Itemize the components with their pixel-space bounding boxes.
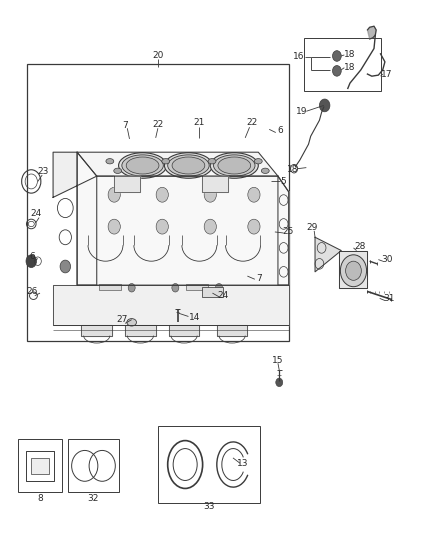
Bar [26, 451, 54, 481]
Text: 18: 18 [344, 63, 356, 72]
Text: 19: 19 [296, 107, 308, 116]
Circle shape [332, 66, 341, 76]
Circle shape [204, 219, 216, 234]
Bar [186, 284, 208, 290]
Polygon shape [367, 26, 376, 39]
Bar [99, 284, 121, 290]
Bar [158, 426, 261, 503]
Circle shape [319, 99, 330, 112]
Bar [18, 439, 62, 492]
Text: 22: 22 [152, 119, 163, 128]
Circle shape [346, 261, 361, 280]
Text: 22: 22 [246, 118, 258, 127]
Polygon shape [53, 152, 97, 285]
Text: 20: 20 [152, 51, 163, 60]
Ellipse shape [218, 157, 251, 174]
Polygon shape [339, 251, 367, 288]
Text: 7: 7 [122, 120, 128, 130]
Ellipse shape [208, 159, 216, 164]
Circle shape [332, 51, 341, 61]
Circle shape [248, 187, 260, 202]
Ellipse shape [114, 168, 122, 173]
Text: 26: 26 [26, 287, 38, 296]
Circle shape [128, 284, 135, 292]
Ellipse shape [214, 155, 255, 176]
Polygon shape [53, 285, 289, 325]
Polygon shape [125, 325, 155, 336]
Polygon shape [77, 152, 289, 285]
Ellipse shape [119, 153, 166, 178]
Text: 6: 6 [277, 126, 283, 135]
Ellipse shape [162, 159, 170, 164]
Text: 13: 13 [237, 459, 249, 467]
Text: 17: 17 [381, 70, 392, 78]
Polygon shape [114, 176, 141, 192]
Circle shape [172, 284, 179, 292]
Text: 24: 24 [30, 209, 41, 218]
Text: 28: 28 [354, 243, 365, 252]
Circle shape [248, 219, 260, 234]
Text: 33: 33 [204, 502, 215, 511]
Ellipse shape [106, 159, 114, 164]
Bar [201, 287, 223, 297]
Bar [304, 38, 381, 91]
Ellipse shape [261, 168, 269, 173]
Text: 15: 15 [272, 356, 284, 365]
Polygon shape [77, 152, 278, 176]
Text: 25: 25 [283, 228, 293, 237]
Text: 7: 7 [256, 273, 262, 282]
Text: 32: 32 [88, 494, 99, 503]
Circle shape [276, 378, 283, 386]
Circle shape [108, 219, 120, 234]
Circle shape [156, 219, 168, 234]
Circle shape [156, 187, 168, 202]
Text: 24: 24 [218, 291, 229, 300]
Bar [27, 64, 289, 341]
Circle shape [340, 255, 367, 287]
Bar [68, 439, 119, 492]
Ellipse shape [254, 159, 262, 164]
Circle shape [26, 255, 36, 268]
Polygon shape [217, 325, 247, 336]
Text: 16: 16 [293, 52, 304, 61]
Polygon shape [278, 176, 289, 285]
Ellipse shape [127, 319, 137, 326]
Text: 30: 30 [381, 255, 393, 264]
Text: 14: 14 [189, 313, 201, 322]
Circle shape [215, 284, 223, 292]
Text: 18: 18 [287, 165, 299, 174]
Circle shape [60, 260, 71, 273]
Text: 8: 8 [37, 494, 43, 503]
Ellipse shape [122, 155, 163, 176]
Text: 18: 18 [344, 51, 356, 59]
Ellipse shape [210, 153, 258, 178]
Text: 31: 31 [384, 294, 395, 303]
Ellipse shape [164, 153, 212, 178]
Text: 5: 5 [281, 177, 286, 186]
Text: 21: 21 [194, 118, 205, 127]
Polygon shape [201, 176, 228, 192]
Circle shape [204, 187, 216, 202]
Polygon shape [315, 237, 341, 272]
Text: 29: 29 [306, 223, 317, 232]
Text: 6: 6 [29, 253, 35, 261]
Ellipse shape [126, 157, 159, 174]
Ellipse shape [168, 155, 209, 176]
Text: 23: 23 [38, 167, 49, 176]
Circle shape [108, 187, 120, 202]
Polygon shape [81, 325, 112, 336]
Ellipse shape [172, 157, 205, 174]
Bar [31, 458, 49, 474]
Polygon shape [169, 325, 199, 336]
Text: 27: 27 [117, 315, 128, 324]
